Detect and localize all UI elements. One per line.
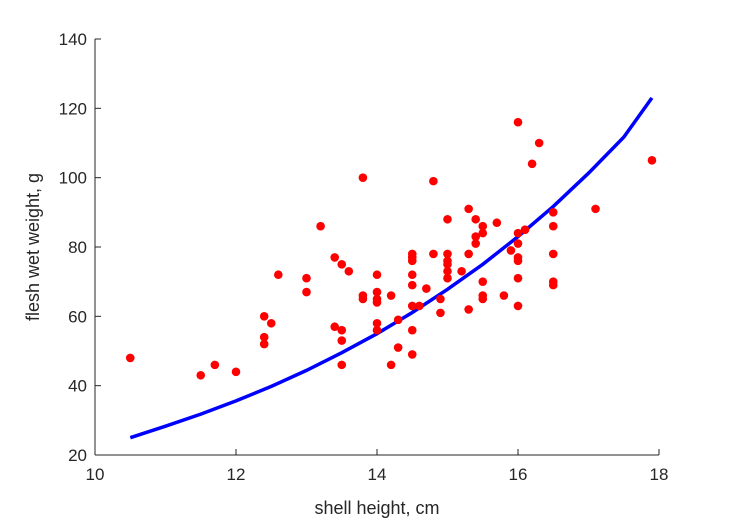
data-point (358, 294, 368, 304)
data-point (231, 367, 241, 377)
data-point (513, 301, 523, 311)
data-point (330, 322, 340, 332)
data-point (548, 208, 558, 217)
data-point (344, 266, 354, 276)
data-point (513, 239, 523, 248)
data-point (548, 277, 558, 286)
x-tick-label: 14 (368, 465, 387, 484)
data-point (520, 225, 530, 234)
x-axis-ticks: 10 12 14 16 18 (86, 449, 669, 484)
data-point (386, 360, 396, 370)
data-point (534, 138, 544, 148)
data-point (386, 291, 396, 300)
data-point (372, 325, 382, 335)
data-point (407, 350, 417, 359)
data-point (471, 214, 481, 224)
data-point (407, 301, 417, 311)
data-point (548, 221, 558, 231)
data-point (478, 277, 488, 286)
y-tick-label: 100 (59, 169, 87, 188)
y-tick-label: 40 (68, 377, 87, 396)
data-point (478, 294, 488, 304)
data-point (443, 214, 452, 224)
data-point (337, 360, 347, 370)
data-point (407, 280, 417, 290)
data-point (471, 239, 481, 248)
data-point (302, 287, 311, 297)
data-point (443, 266, 452, 276)
data-point (358, 173, 368, 182)
y-tick-label: 120 (59, 99, 87, 118)
data-point (259, 332, 269, 342)
data-point (415, 301, 424, 311)
data-point (422, 284, 431, 293)
data-point (513, 117, 523, 127)
data-points (125, 117, 657, 380)
data-point (372, 287, 382, 297)
data-point (259, 339, 269, 349)
data-point (464, 305, 473, 314)
data-point (372, 318, 382, 328)
data-point (372, 298, 382, 307)
data-point (125, 353, 135, 363)
fit-curve (129, 96, 654, 440)
plot-area: 20 40 60 80 100 120 140 10 12 14 16 18 (59, 30, 669, 484)
y-axis-title: flesh wet weight, g (23, 173, 43, 321)
data-point (464, 249, 473, 259)
data-point (259, 312, 269, 321)
y-tick-label: 60 (68, 307, 87, 326)
data-point (471, 232, 481, 241)
data-point (513, 273, 523, 283)
data-point (513, 256, 523, 266)
data-point (513, 228, 523, 238)
data-point (436, 294, 445, 304)
x-tick-label: 12 (227, 465, 246, 484)
data-point (436, 308, 445, 318)
data-point (478, 221, 488, 231)
data-point (393, 343, 403, 352)
y-tick-label: 80 (68, 238, 87, 257)
data-point (316, 221, 325, 231)
data-point (548, 249, 558, 259)
data-point (647, 156, 657, 165)
data-point (302, 273, 311, 283)
y-tick-label: 140 (59, 30, 87, 49)
data-point (266, 318, 276, 328)
data-point (443, 249, 452, 259)
data-point (492, 218, 502, 228)
data-point (499, 291, 509, 300)
data-point (393, 315, 403, 325)
data-point (429, 176, 438, 186)
x-tick-label: 10 (86, 465, 105, 484)
data-point (527, 159, 537, 169)
data-point (372, 270, 382, 280)
data-point (443, 273, 452, 283)
data-point (591, 204, 600, 214)
data-point (506, 246, 516, 255)
x-tick-label: 18 (650, 465, 669, 484)
data-point (337, 336, 347, 345)
data-point (196, 370, 206, 380)
data-point (330, 253, 340, 262)
data-point (274, 270, 283, 280)
y-tick-label: 20 (68, 446, 87, 465)
data-point (457, 266, 466, 276)
x-tick-label: 16 (509, 465, 528, 484)
data-point (407, 270, 417, 280)
data-point (210, 360, 220, 370)
data-point (429, 249, 438, 259)
y-axis-ticks: 20 40 60 80 100 120 140 (59, 30, 101, 465)
data-point (407, 256, 417, 266)
data-point (478, 228, 488, 238)
data-point (443, 260, 452, 269)
data-point (337, 325, 347, 335)
data-point (337, 260, 347, 269)
data-point (464, 204, 473, 214)
data-point (407, 325, 417, 335)
x-axis-title: shell height, cm (314, 498, 439, 518)
